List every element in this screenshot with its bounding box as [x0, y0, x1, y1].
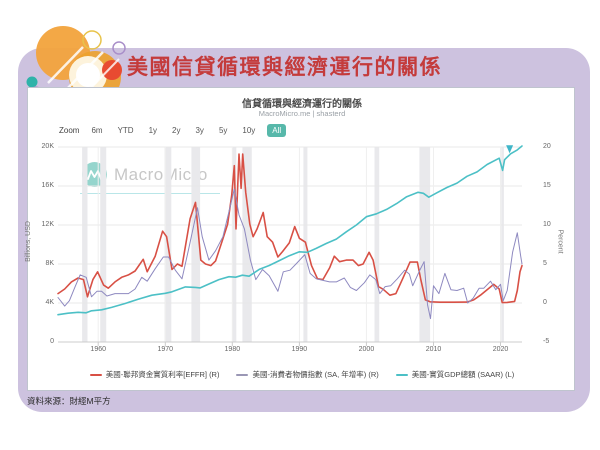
chart-title: 信貸循環與經濟運行的關係	[242, 99, 362, 110]
recession-band	[232, 147, 237, 342]
legend-dash-icon	[236, 373, 249, 376]
x-axis-tick-label: 1970	[157, 346, 174, 353]
recession-band	[419, 147, 431, 342]
right-axis-tick-label: 10	[543, 221, 551, 228]
right-axis-tick-label: 20	[543, 143, 551, 150]
legend-item[interactable]: 美國-消費者物價指數 (SA, 年增率) (R)	[236, 369, 379, 380]
series-line	[57, 188, 523, 320]
left-axis-tick-label: 12K	[41, 221, 54, 228]
recession-band	[374, 147, 380, 342]
legend-dash-icon	[395, 373, 408, 376]
deco-streak	[47, 46, 84, 84]
x-axis-tick-label: 2020	[492, 346, 509, 353]
deco-glow-core	[76, 63, 100, 87]
deco-streak	[64, 51, 104, 92]
range-button-ytd[interactable]: YTD	[117, 126, 134, 135]
left-axis-tick-label: 20K	[41, 143, 54, 150]
deco-purple-ring	[112, 41, 126, 55]
deco-teal-circle	[26, 76, 38, 88]
left-axis-tick-label: 16K	[41, 182, 54, 189]
slide-title: 美國信貸循環與經濟運行的關係	[127, 55, 442, 79]
zoom-label: Zoom	[59, 126, 80, 135]
recession-band	[501, 147, 504, 342]
recession-band	[82, 147, 88, 342]
source-note: 資料來源：財經M平方	[27, 396, 111, 406]
left-axis-tick-label: 4K	[45, 299, 54, 306]
legend-label: 美國-聯邦資金實質利率[EFFR] (R)	[105, 370, 220, 379]
x-axis-tick-label: 1980	[224, 346, 241, 353]
range-button-6m[interactable]: 6m	[91, 126, 103, 135]
x-axis-tick-label: 2010	[425, 346, 442, 353]
plot-area	[57, 145, 523, 346]
watermark-text: MacroMicro	[114, 164, 208, 184]
range-button-1y[interactable]: 1y	[148, 126, 158, 135]
range-button-2y[interactable]: 2y	[172, 126, 181, 135]
recession-band	[191, 147, 201, 342]
deco-red-circle	[102, 60, 122, 80]
recession-band	[100, 147, 107, 342]
range-button-5y[interactable]: 5y	[218, 126, 228, 135]
legend-label: 美國-實質GDP總額 (SAAR) (L)	[411, 370, 515, 379]
legend-item[interactable]: 美國-聯邦資金實質利率[EFFR] (R)	[89, 369, 220, 380]
chart-legend: 美國-聯邦資金實質利率[EFFR] (R) 美國-消費者物價指數 (SA, 年增率…	[28, 369, 576, 380]
series-line	[57, 145, 523, 316]
chart-credits-link[interactable]: MacroMicro.me | shasterd	[258, 109, 346, 118]
x-axis-tick-label: 1960	[90, 346, 106, 353]
range-toolbar: Zoom 6m YTD 1y 2y 3y 5y 10y All	[59, 124, 287, 137]
deco-yellow-ring	[82, 30, 102, 50]
right-axis-tick-label: 15	[543, 182, 551, 189]
legend-dash-icon	[89, 373, 102, 376]
legend-label: 美國-消費者物價指數 (SA, 年增率) (R)	[252, 370, 379, 379]
x-axis-tick-label: 1990	[291, 346, 308, 353]
x-axis-tick-label: 2000	[358, 346, 375, 353]
right-axis-tick-label: 0	[543, 299, 547, 306]
right-axis-tick-label: 5	[543, 260, 547, 267]
series-line	[57, 153, 523, 304]
range-button-10y[interactable]: 10y	[242, 126, 256, 135]
right-axis-tick-label: -5	[543, 338, 550, 345]
legend-item[interactable]: 美國-實質GDP總額 (SAAR) (L)	[395, 369, 515, 380]
left-axis-tick-label: 0	[50, 338, 54, 345]
range-button-3y[interactable]: 3y	[195, 126, 204, 135]
left-axis-tick-label: 8K	[45, 260, 54, 267]
range-button-all[interactable]: All	[267, 124, 287, 137]
right-axis-title: Percent	[556, 229, 564, 254]
chart-card: 信貸循環與經濟運行的關係 MacroMicro.me | shasterd Zo…	[25, 87, 576, 391]
latest-value-marker	[506, 145, 514, 154]
